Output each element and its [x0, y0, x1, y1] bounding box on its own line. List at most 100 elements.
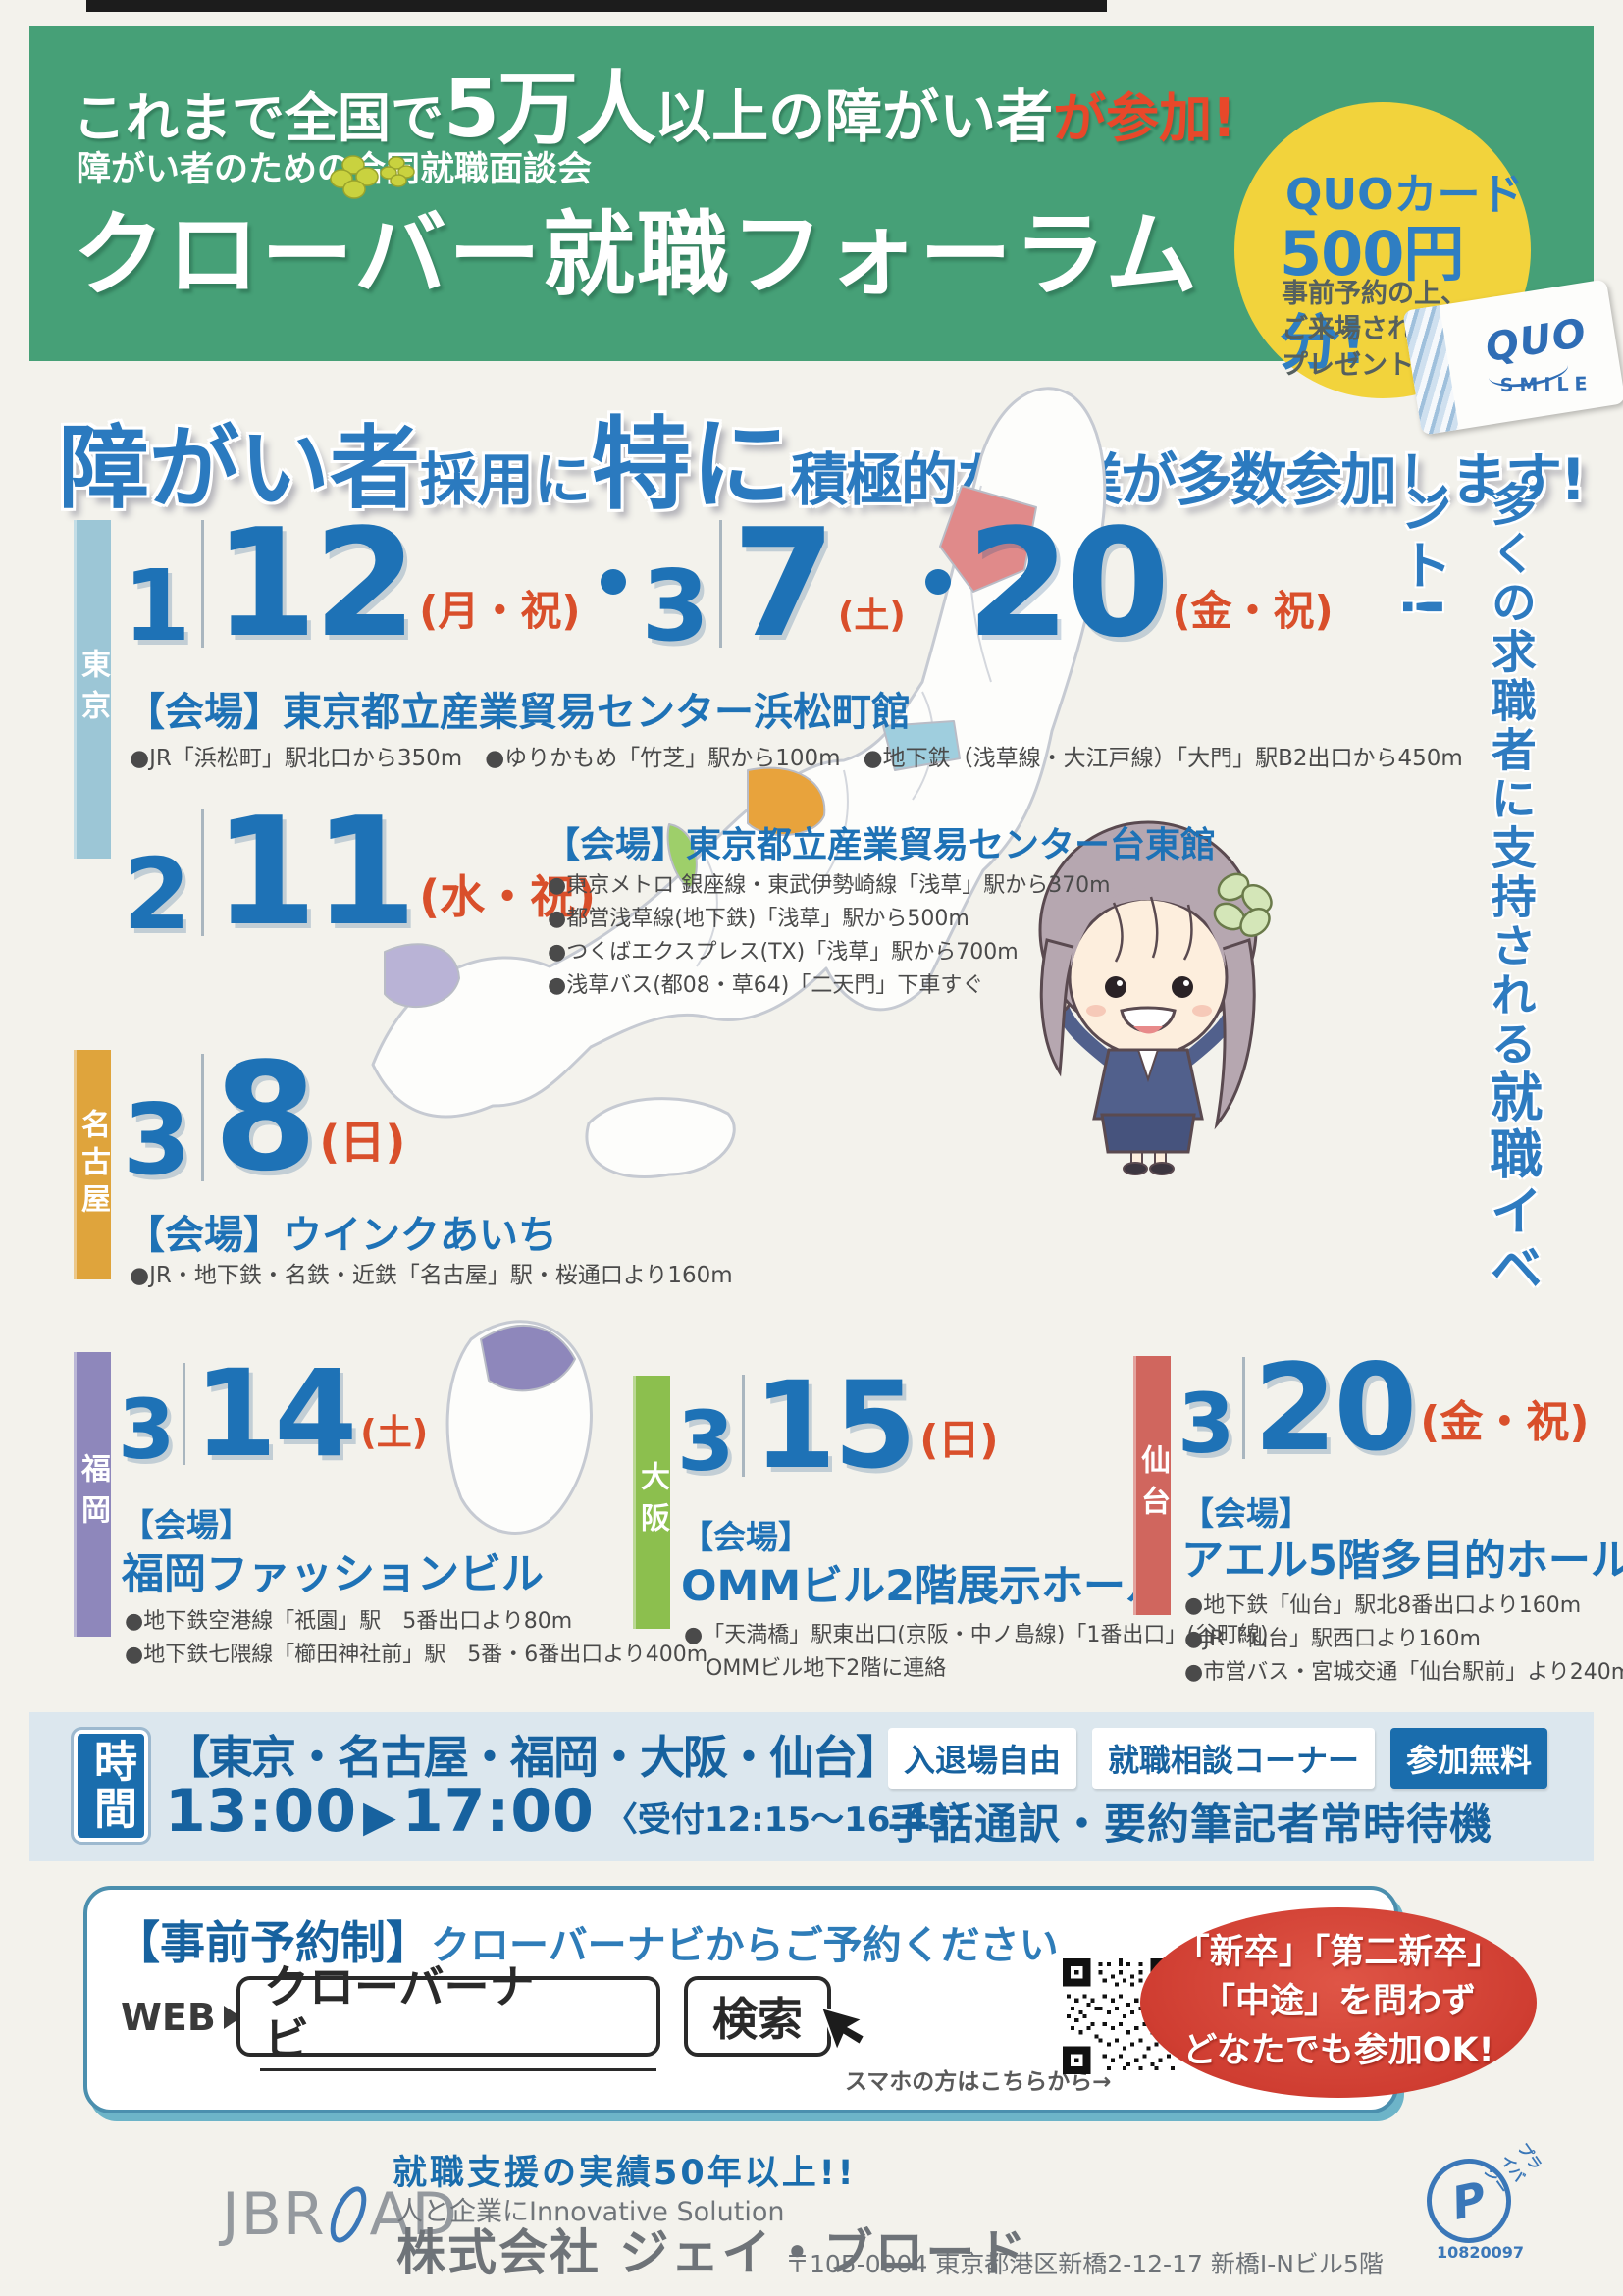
date-day: 20	[966, 496, 1171, 670]
date-divider	[1242, 1357, 1246, 1460]
date-weekday: (金・祝)	[1172, 586, 1334, 635]
date-divider	[200, 808, 204, 936]
date-separator-dot	[600, 568, 626, 595]
company-name: 株式会社 ジェイ・ブロード	[396, 2224, 1028, 2281]
access-line: ●JR「仙台」駅西口より160m	[1184, 1627, 1481, 1652]
date-day: 12	[213, 496, 418, 670]
tokyo-venue-1: 【会場】東京都立産業貿易センター浜松町館	[126, 690, 911, 735]
date-month: 3	[123, 1081, 191, 1197]
web-label-text: WEB	[121, 1996, 216, 2039]
sendai-access: ●地下鉄「仙台」駅北8番出口より160m ●JR「仙台」駅西口より160m ●市…	[1184, 1590, 1623, 1690]
accessibility-note: 手話通訳・要約筆記者常時待機	[888, 1800, 1492, 1850]
osaka-access: ●「天満橋」駅東出口(京阪・中ノ島線)「1番出口」(谷町線) OMMビル地下2階…	[684, 1619, 1269, 1686]
tokyo-access-2: ●東京メトロ 銀座線・東武伊勢崎線「浅草」駅から370m ●都営浅草線(地下鉄)…	[548, 869, 1111, 1003]
clover-hair-accessory	[1213, 872, 1273, 938]
date-month: 3	[641, 548, 710, 663]
access-line: ●東京メトロ 銀座線・東武伊勢崎線「浅草」駅から370m	[548, 873, 1111, 898]
nagoya-venue: 【会場】ウインクあいち	[126, 1213, 557, 1258]
map-fukuoka-highlight	[480, 1325, 576, 1392]
fukuoka-date-row: 3 14 (土)	[118, 1344, 432, 1484]
date-month: 3	[1178, 1376, 1235, 1473]
city-bar-tokyo: 東京	[74, 520, 111, 859]
banner-prefix: これまで全国で	[73, 87, 444, 149]
date-divider	[742, 1375, 746, 1478]
logo-text-post: AD	[369, 2180, 459, 2249]
main-catchphrase: 障がい者採用に特に積極的な企業が多数参加します!	[59, 385, 1586, 529]
catchphrase-seg: 特に	[591, 407, 792, 524]
quo-conditions: 事前予約の上、 ご来場された方に プレゼント!!	[1282, 277, 1493, 384]
privacy-mark: プライバシー P 10820097	[1411, 2140, 1545, 2272]
company-address: 〒105-0004 東京都港区新橋2-12-17 新橋I-Nビル5階	[785, 2250, 1384, 2278]
date-day: 7	[732, 496, 836, 670]
search-button[interactable]: 検索	[684, 1976, 831, 2057]
quo-note-line: 事前予約の上、	[1282, 279, 1467, 309]
fukuoka-venue: 福岡ファッションビル	[122, 1550, 544, 1599]
logo-swoosh-icon	[327, 2183, 370, 2246]
date-day: 20	[1253, 1338, 1417, 1478]
date-weekday: (土)	[837, 595, 906, 636]
access-line: ●地下鉄七隈線「櫛田神社前」駅 5番・6番出口より400m	[125, 1643, 708, 1668]
access-line: ●地下鉄空港線「祇園」駅 5番出口より80m	[125, 1609, 573, 1634]
catchphrase-seg: 採用に	[420, 446, 592, 513]
date-weekday: (月・祝)	[419, 586, 581, 635]
date-weekday: (土)	[360, 1413, 429, 1454]
date-month: 3	[118, 1382, 176, 1479]
city-bar-fukuoka: 福岡	[74, 1352, 111, 1637]
time-info-band: 時間 【東京・名古屋・福岡・大阪・仙台】 13:00 ▶ 17:00 〈受付12:15…	[29, 1712, 1594, 1861]
map-kansai-highlight	[666, 823, 698, 889]
quo-amount: 500円分!	[1280, 218, 1464, 378]
osaka-venue-tag: 【会場】	[681, 1518, 811, 1556]
date-day: 11	[213, 785, 418, 959]
reservation-title: 【事前予約制】クローバーナビからご予約ください	[115, 1907, 1059, 1972]
access-line: ●地下鉄「仙台」駅北8番出口より160m	[1184, 1593, 1582, 1618]
access-line: ●「天満橋」駅東出口(京阪・中ノ島線)「1番出口」(谷町線)	[684, 1623, 1269, 1647]
access-line: OMMビル地下2階に連絡	[706, 1656, 947, 1682]
city-label-fukuoka: 福岡	[76, 1453, 110, 1536]
sendai-date-row: 3 20 (金・祝)	[1178, 1338, 1593, 1478]
osaka-date-row: 3 15 (日)	[677, 1366, 1003, 1486]
date-day: 14	[193, 1344, 357, 1484]
search-input-value: クローバーナビ	[260, 1960, 656, 2072]
access-line: ●市営バス・宮城交通「仙台駅前」より240m	[1184, 1660, 1623, 1686]
date-divider	[719, 519, 723, 648]
side-catchphrase-line2: 就職イベント!	[1389, 481, 1543, 1297]
footer-tagline: 就職支援の実績50年以上!!	[393, 2154, 857, 2193]
cursor-arrow-icon	[819, 2006, 866, 2054]
fukuoka-venue-tag: 【会場】	[122, 1506, 251, 1544]
reservation-box: 【事前予約制】クローバーナビからご予約ください WEB クローバーナビ 検索 ス…	[83, 1886, 1398, 2113]
date-divider	[200, 519, 204, 648]
sendai-venue-tag: 【会場】	[1181, 1494, 1311, 1533]
time-badge-label: 時間	[86, 1739, 136, 1833]
feature-badge-free-entry: 入退場自由	[888, 1728, 1077, 1789]
date-weekday: (水・祝)	[419, 869, 597, 923]
mascot-girl-illustration	[1038, 820, 1273, 1175]
access-line: ●都営浅草線(地下鉄)「浅草」駅から500m	[548, 907, 969, 932]
sendai-venue: アエル5階多目的ホール	[1181, 1537, 1623, 1586]
eligibility-line: どなたでも参加OK!	[1182, 2030, 1494, 2070]
date-weekday: (金・祝)	[1420, 1397, 1590, 1448]
time-end: 17:00	[401, 1777, 595, 1846]
fukuoka-access: ●地下鉄空港線「祇園」駅 5番出口より80m ●地下鉄七隈線「櫛田神社前」駅 5…	[125, 1605, 707, 1672]
tokyo-access-1: ●JR「浜松町」駅北口から350m ●ゆりかもめ「竹芝」駅から100m ●地下鉄…	[130, 746, 1463, 771]
feature-badge-consult-corner: 就職相談コーナー	[1092, 1728, 1376, 1789]
city-label-tokyo: 東京	[76, 648, 110, 731]
web-label: WEB	[121, 1996, 241, 2039]
city-label-sendai: 仙台	[1135, 1444, 1170, 1527]
catchphrase-seg: 障がい者	[59, 416, 421, 521]
nagoya-date-row: 3 8 (日)	[123, 1043, 409, 1197]
date-separator-dot	[924, 568, 951, 595]
search-input[interactable]: クローバーナビ	[236, 1960, 660, 2072]
event-title: クローバー就職フォーラム	[73, 202, 1200, 309]
tokyo-date-row-1: 1 12 (月・祝) 3 7 (土) 20 (金・祝)	[123, 496, 1337, 670]
privacy-mark-letter: P	[1446, 2171, 1492, 2230]
reservation-tag: 【事前予約制】	[115, 1916, 431, 1969]
banner-count: 5万人	[444, 63, 656, 156]
nagoya-access: ●JR・地下鉄・名鉄・近鉄「名古屋」駅・桜通口より160m	[130, 1263, 733, 1288]
date-weekday: (日)	[319, 1115, 406, 1169]
quo-card-label: QUOカード	[1285, 170, 1524, 220]
map-aichi-highlight	[747, 766, 826, 836]
city-label-osaka: 大阪	[635, 1461, 669, 1543]
access-line: ●つくばエクスプレス(TX)「浅草」駅から700m	[548, 940, 1019, 965]
map-west-highlight	[384, 943, 460, 1008]
